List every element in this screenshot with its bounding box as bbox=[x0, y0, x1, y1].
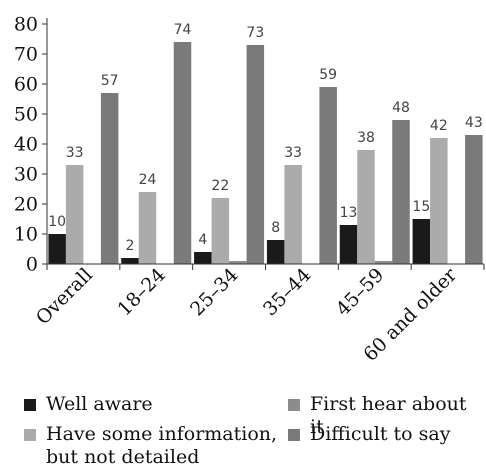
bar bbox=[211, 198, 230, 264]
data-label: 15 bbox=[412, 199, 430, 215]
data-label: 42 bbox=[430, 118, 448, 134]
x-tick-label: Overall bbox=[32, 264, 97, 329]
x-tick-label: 35–44 bbox=[259, 264, 315, 320]
bar bbox=[100, 93, 119, 264]
data-label: 57 bbox=[101, 73, 119, 89]
y-tick-label: 10 bbox=[14, 224, 38, 246]
data-label: 59 bbox=[319, 67, 337, 83]
bar bbox=[412, 219, 431, 264]
data-label: 10 bbox=[48, 214, 66, 230]
data-label: 24 bbox=[139, 172, 157, 188]
bar bbox=[246, 45, 265, 264]
y-tick-label: 30 bbox=[14, 164, 38, 186]
data-label: 43 bbox=[465, 115, 483, 131]
data-label: 4 bbox=[198, 232, 207, 248]
x-tick-label: 25–34 bbox=[186, 264, 242, 320]
y-axis: 0 10 20 30 40 50 60 70 80 bbox=[14, 14, 48, 276]
x-tick-label: 18–24 bbox=[113, 264, 169, 320]
bar bbox=[319, 87, 337, 264]
data-label: 33 bbox=[284, 145, 302, 161]
y-tick-label: 80 bbox=[14, 14, 38, 36]
data-label: 48 bbox=[392, 100, 410, 116]
bar bbox=[121, 258, 139, 264]
bar bbox=[430, 138, 448, 264]
data-label: 22 bbox=[211, 178, 229, 194]
data-label: 74 bbox=[174, 22, 192, 38]
data-label: 33 bbox=[66, 145, 84, 161]
data-label: 13 bbox=[340, 205, 358, 221]
bar bbox=[392, 120, 410, 264]
bar bbox=[284, 165, 302, 264]
y-tick-label: 0 bbox=[26, 254, 38, 276]
bar bbox=[339, 225, 358, 264]
bar bbox=[229, 261, 247, 264]
bars bbox=[48, 42, 483, 264]
y-tick-label: 40 bbox=[14, 134, 38, 156]
bar bbox=[48, 234, 66, 264]
bar bbox=[65, 165, 84, 264]
data-label: 2 bbox=[126, 238, 135, 254]
y-tick-label: 50 bbox=[14, 104, 38, 126]
bar bbox=[266, 240, 285, 264]
bar bbox=[465, 135, 483, 264]
y-tick-label: 20 bbox=[14, 194, 38, 216]
y-tick-label: 70 bbox=[14, 44, 38, 66]
x-tick-label: 45–59 bbox=[332, 264, 388, 320]
data-label: 8 bbox=[271, 220, 280, 236]
bar bbox=[138, 192, 157, 264]
data-label: 38 bbox=[357, 130, 375, 146]
bar bbox=[173, 42, 192, 264]
y-tick-label: 60 bbox=[14, 74, 38, 96]
bar bbox=[374, 261, 393, 264]
data-label: 73 bbox=[246, 25, 264, 41]
bar bbox=[194, 252, 212, 264]
bar bbox=[357, 150, 375, 264]
